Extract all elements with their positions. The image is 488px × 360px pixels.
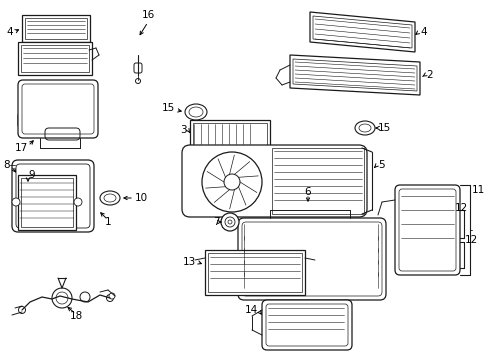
Ellipse shape [354,121,374,135]
Text: 17: 17 [15,143,28,153]
Bar [190,120,269,148]
Polygon shape [18,42,92,75]
FancyBboxPatch shape [394,185,459,275]
Bar [271,148,363,214]
Circle shape [221,213,239,231]
Text: 12: 12 [454,203,468,213]
Text: 8: 8 [3,160,10,170]
Polygon shape [292,59,416,91]
Polygon shape [309,12,414,52]
FancyBboxPatch shape [238,218,385,300]
Bar [21,178,73,227]
Text: 18: 18 [69,311,82,321]
Text: 10: 10 [135,193,148,203]
Text: 7: 7 [213,217,220,227]
Bar [204,250,305,295]
Text: 14: 14 [244,305,258,315]
Circle shape [19,306,25,314]
Ellipse shape [184,104,206,120]
Text: 15: 15 [162,103,175,113]
Text: 12: 12 [464,235,477,245]
Circle shape [202,152,262,212]
Polygon shape [312,16,411,48]
Text: 11: 11 [471,185,484,195]
Circle shape [52,288,72,308]
Circle shape [12,198,20,206]
Text: 9: 9 [28,170,35,180]
Text: 6: 6 [304,187,311,197]
Bar [207,253,302,292]
FancyBboxPatch shape [12,160,94,232]
Text: 15: 15 [377,123,390,133]
Polygon shape [25,18,87,39]
FancyBboxPatch shape [182,145,366,217]
Circle shape [106,294,113,302]
Text: 4: 4 [419,27,426,37]
Polygon shape [21,45,89,72]
Text: 1: 1 [104,217,111,227]
FancyBboxPatch shape [242,222,381,296]
Circle shape [80,292,90,302]
Ellipse shape [100,191,120,205]
FancyBboxPatch shape [18,80,98,138]
Text: 16: 16 [141,10,154,20]
Text: 5: 5 [377,160,384,170]
Text: 13: 13 [183,257,196,267]
Circle shape [74,198,82,206]
Text: 2: 2 [425,70,432,80]
FancyBboxPatch shape [398,189,455,271]
Text: 4: 4 [6,27,13,37]
Polygon shape [289,55,419,95]
Text: 3: 3 [180,125,186,135]
Bar [18,175,76,230]
FancyBboxPatch shape [265,304,347,346]
Circle shape [109,293,115,299]
Polygon shape [22,15,90,42]
Bar [193,123,266,145]
FancyBboxPatch shape [262,300,351,350]
